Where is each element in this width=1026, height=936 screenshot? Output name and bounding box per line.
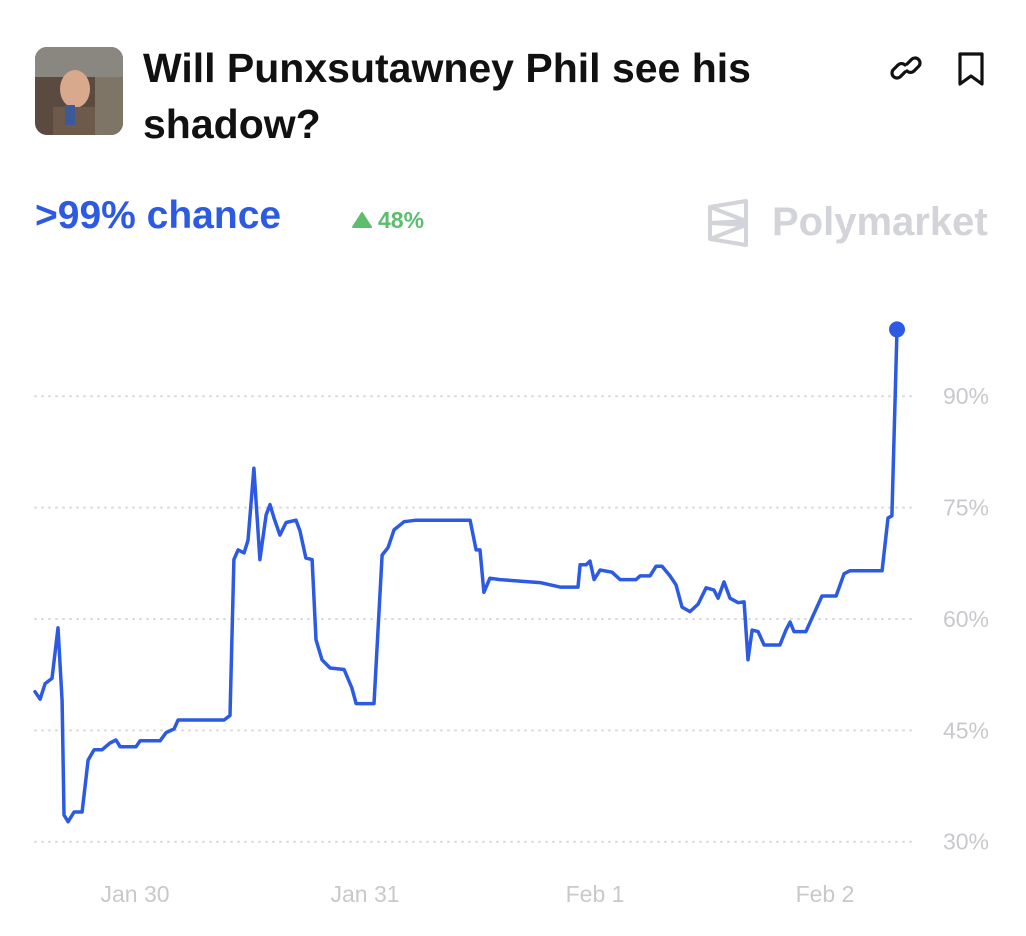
latest-point (889, 321, 905, 338)
market-title: Will Punxsutawney Phil see his shadow? (143, 45, 751, 147)
bookmark-icon[interactable] (956, 50, 988, 90)
price-line (33, 327, 899, 824)
brand-name: Polymarket (772, 200, 988, 244)
chance-label: >99% chance (35, 194, 282, 237)
x-tick-label: Jan 30 (101, 881, 170, 907)
link-icon[interactable] (888, 50, 928, 90)
y-tick-label: 90% (943, 383, 989, 409)
up-arrow (352, 212, 372, 228)
y-tick-label: 60% (943, 606, 989, 632)
x-tick-label: Feb 2 (796, 881, 855, 907)
brand-logo (708, 199, 748, 247)
change-label: 48% (378, 207, 425, 233)
y-tick-label: 30% (943, 829, 989, 855)
x-tick-label: Jan 31 (331, 881, 400, 907)
y-tick-label: 75% (943, 495, 989, 521)
y-tick-label: 45% (943, 717, 989, 743)
market-thumbnail (35, 47, 123, 135)
x-tick-label: Feb 1 (566, 881, 625, 907)
